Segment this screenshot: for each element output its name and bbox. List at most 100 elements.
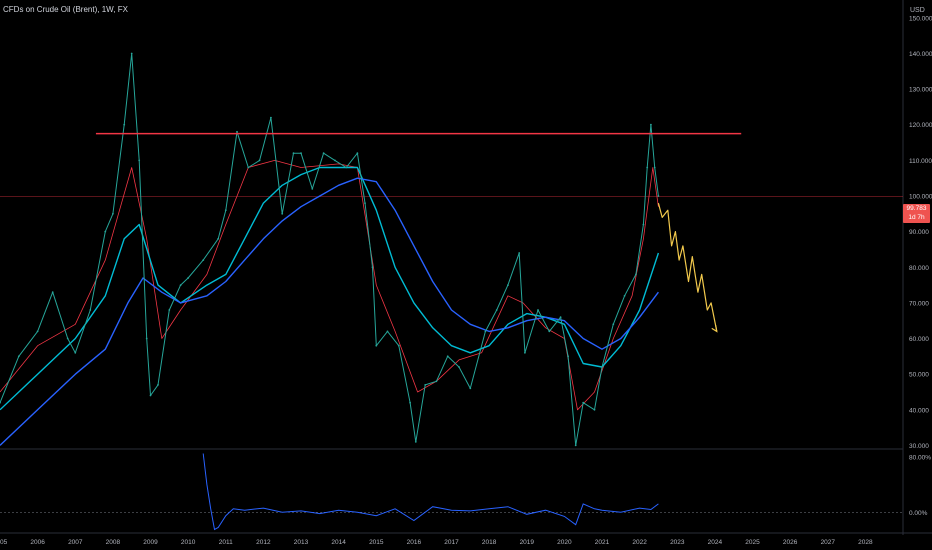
currency-label: USD — [910, 7, 925, 14]
price-point — [311, 188, 314, 190]
time-tick-label: 2007 — [68, 539, 83, 546]
price-point — [224, 209, 227, 212]
price-point — [524, 351, 526, 354]
oscillator-tick-label: 80.00% — [909, 454, 931, 461]
price-point — [168, 309, 171, 311]
price-point — [495, 309, 498, 311]
price-point — [217, 237, 220, 240]
oscillator-pane[interactable] — [0, 453, 903, 531]
price-point — [17, 355, 20, 358]
price-point — [518, 252, 521, 254]
price-point — [507, 284, 509, 286]
time-tick-label: 2026 — [783, 539, 798, 546]
price-point — [574, 444, 577, 447]
ma-medium-line — [0, 166, 660, 411]
time-tick-label: 2021 — [595, 539, 610, 546]
price-point — [458, 366, 460, 368]
price-point — [247, 166, 250, 169]
price-point — [409, 401, 411, 404]
oscillator-tick-label: 0.00% — [909, 510, 928, 517]
projection-arrowhead — [711, 325, 718, 333]
price-point — [386, 330, 389, 333]
price-point — [300, 152, 302, 155]
price-tick-label: 120.000 — [909, 122, 932, 129]
price-point — [145, 337, 148, 340]
time-tick-label: 2028 — [858, 539, 873, 546]
price-point — [123, 123, 126, 126]
projection-line — [657, 202, 718, 332]
price-point — [548, 330, 551, 333]
price-tick-label: 130.000 — [909, 87, 932, 94]
time-tick-label: 2009 — [143, 539, 158, 546]
time-tick-label: 2013 — [294, 539, 309, 546]
price-tick-label: 50.000 — [909, 372, 929, 379]
last-price-value: 99.783 — [906, 205, 927, 212]
price-point — [0, 401, 1, 404]
moving-averages — [0, 160, 660, 446]
price-point — [157, 384, 159, 386]
price-tick-label: 80.000 — [909, 265, 929, 272]
time-tick-label: 2005 — [0, 539, 8, 546]
price-tick-label: 30.000 — [909, 443, 929, 450]
time-tick-label: 2019 — [520, 539, 535, 546]
price-point — [281, 212, 284, 215]
price-point — [375, 344, 378, 347]
price-point — [653, 166, 656, 169]
price-point — [623, 294, 626, 297]
price-point — [424, 384, 427, 386]
symbol-title[interactable]: CFDs on Crude Oil (Brent), 1W, FX — [3, 5, 128, 14]
price-point — [650, 123, 652, 126]
price-point — [582, 401, 585, 404]
price-point — [435, 380, 438, 383]
price-tick-label: 60.000 — [909, 336, 929, 343]
price-point — [51, 291, 54, 294]
price-point — [397, 344, 400, 347]
price-point — [187, 277, 190, 279]
price-point — [89, 309, 92, 311]
time-tick-label: 2024 — [708, 539, 723, 546]
price-point — [612, 323, 615, 326]
time-tick-label: 2027 — [821, 539, 836, 546]
price-point — [414, 441, 417, 443]
time-tick-label: 2025 — [745, 539, 760, 546]
price-point — [345, 166, 348, 169]
price-point — [179, 284, 182, 286]
oscillator-line — [202, 453, 659, 531]
price-point — [112, 212, 114, 215]
price-point — [364, 202, 366, 205]
price-point — [66, 337, 69, 340]
price-point — [322, 152, 325, 155]
price-point — [236, 130, 238, 133]
price-tick-label: 70.000 — [909, 300, 929, 307]
ma-long-line — [0, 177, 659, 446]
projection-path[interactable] — [657, 202, 718, 333]
time-tick-label: 2012 — [256, 539, 271, 546]
price-tick-label: 100.000 — [909, 194, 932, 201]
time-tick-label: 2014 — [331, 539, 346, 546]
price-point — [484, 330, 487, 333]
price-tick-label: 150.000 — [909, 15, 932, 22]
price-series[interactable] — [0, 52, 660, 447]
time-axis[interactable]: 2005 2006 2007 2008 2009 2010 2011 2012 2013 2014… — [0, 539, 873, 546]
time-tick-label: 2006 — [30, 539, 45, 546]
price-tick-label: 110.000 — [909, 158, 932, 165]
price-point — [36, 330, 39, 333]
time-tick-label: 2016 — [407, 539, 422, 546]
time-tick-label: 2020 — [557, 539, 572, 546]
price-point — [446, 355, 449, 358]
time-tick-label: 2010 — [181, 539, 196, 546]
time-tick-label: 2023 — [670, 539, 685, 546]
bar-countdown: 1d 7h — [908, 214, 925, 221]
price-point — [642, 223, 645, 226]
price-point — [356, 152, 359, 155]
price-point — [74, 351, 77, 354]
price-tick-label: 40.000 — [909, 407, 929, 414]
price-point — [104, 230, 107, 233]
price-point — [334, 159, 336, 162]
price-axis[interactable]: 30.000 40.000 50.000 60.000 70.000 80.000 90.0… — [909, 15, 932, 450]
time-tick-label: 2018 — [482, 539, 497, 546]
price-point — [601, 366, 603, 368]
price-point — [559, 316, 562, 319]
time-tick-label: 2008 — [106, 539, 121, 546]
